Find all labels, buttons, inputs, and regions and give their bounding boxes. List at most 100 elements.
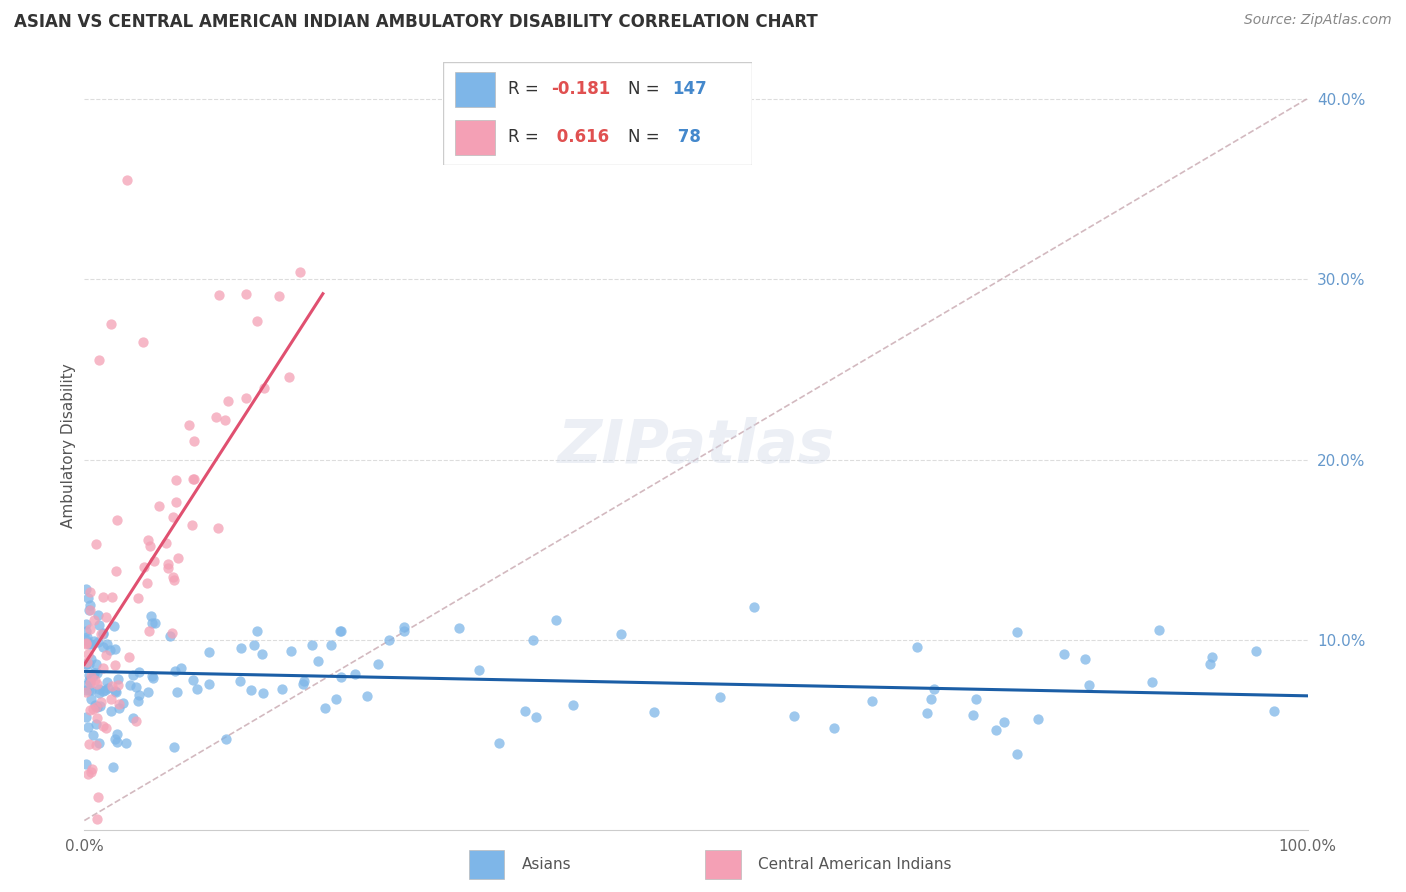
- Point: [79, 703, 101, 717]
- Point: [167, 551, 190, 566]
- Point: [76, 720, 98, 734]
- Point: [89, 699, 111, 714]
- Text: ZIPatlas: ZIPatlas: [557, 417, 835, 475]
- Point: [84, 717, 107, 731]
- Point: [79, 673, 101, 688]
- Point: [83, 634, 105, 648]
- Point: [75, 624, 97, 638]
- Text: N =: N =: [628, 128, 665, 146]
- Point: [80, 637, 103, 651]
- Point: [307, 654, 329, 668]
- Point: [125, 680, 148, 694]
- Point: [250, 647, 273, 661]
- Point: [253, 381, 276, 395]
- Point: [1198, 657, 1220, 671]
- Point: [75, 636, 97, 650]
- Point: [278, 369, 301, 384]
- Point: [79, 599, 101, 613]
- Text: N =: N =: [628, 80, 665, 98]
- Point: [107, 672, 129, 686]
- Point: [86, 812, 108, 826]
- Point: [1263, 704, 1285, 718]
- Point: [104, 564, 127, 578]
- Point: [148, 500, 170, 514]
- Point: [79, 622, 101, 636]
- Point: [468, 663, 491, 677]
- Point: [80, 652, 103, 666]
- Point: [181, 472, 204, 486]
- Point: [121, 711, 143, 725]
- Point: [229, 673, 252, 688]
- Point: [561, 698, 583, 712]
- Point: [181, 673, 204, 688]
- Point: [84, 657, 107, 671]
- Point: [139, 539, 162, 553]
- Point: [100, 317, 122, 331]
- Point: [217, 393, 239, 408]
- Point: [128, 665, 150, 679]
- Point: [75, 637, 97, 651]
- Point: [75, 657, 97, 671]
- Point: [122, 668, 145, 682]
- Point: [75, 685, 97, 699]
- Point: [90, 695, 112, 709]
- Point: [235, 287, 257, 301]
- Text: Source: ZipAtlas.com: Source: ZipAtlas.com: [1244, 13, 1392, 28]
- Point: [91, 719, 114, 733]
- Point: [325, 691, 347, 706]
- Point: [180, 517, 202, 532]
- Point: [205, 410, 228, 425]
- Point: [86, 711, 108, 725]
- Point: [100, 691, 122, 706]
- Point: [141, 669, 163, 683]
- Point: [91, 661, 114, 675]
- Point: [77, 637, 100, 651]
- Point: [993, 714, 1015, 729]
- Point: [80, 765, 103, 780]
- Point: [83, 698, 105, 712]
- Point: [1007, 624, 1029, 639]
- Point: [118, 678, 141, 692]
- Point: [76, 591, 98, 606]
- Point: [108, 700, 131, 714]
- Point: [104, 731, 127, 746]
- FancyBboxPatch shape: [456, 71, 495, 106]
- Point: [86, 738, 108, 752]
- Point: [75, 710, 97, 724]
- Point: [105, 513, 128, 527]
- Point: [80, 668, 103, 682]
- Point: [91, 640, 114, 654]
- Point: [155, 535, 177, 549]
- Point: [79, 585, 101, 599]
- Point: [77, 683, 100, 698]
- Text: 147: 147: [672, 80, 707, 98]
- Text: 0.616: 0.616: [551, 128, 609, 146]
- Point: [101, 679, 124, 693]
- Point: [823, 721, 845, 735]
- Point: [75, 678, 97, 692]
- Point: [1077, 678, 1099, 692]
- Point: [860, 694, 883, 708]
- Point: [141, 615, 163, 630]
- Point: [269, 289, 291, 303]
- Point: [96, 675, 118, 690]
- Point: [179, 418, 201, 433]
- Point: [610, 627, 633, 641]
- Point: [84, 537, 107, 551]
- Point: [243, 638, 266, 652]
- Point: [488, 735, 510, 749]
- Point: [101, 590, 124, 604]
- Point: [86, 700, 108, 714]
- Text: R =: R =: [508, 128, 544, 146]
- Point: [136, 575, 159, 590]
- Point: [76, 631, 98, 645]
- Point: [292, 674, 315, 689]
- Point: [235, 391, 257, 405]
- Point: [214, 413, 236, 427]
- Point: [127, 694, 149, 708]
- Point: [240, 683, 263, 698]
- Point: [142, 671, 165, 685]
- Point: [98, 643, 121, 657]
- Point: [1147, 623, 1170, 637]
- Point: [183, 434, 205, 448]
